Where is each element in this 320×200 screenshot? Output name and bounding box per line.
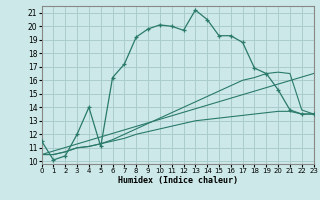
X-axis label: Humidex (Indice chaleur): Humidex (Indice chaleur): [118, 176, 237, 185]
